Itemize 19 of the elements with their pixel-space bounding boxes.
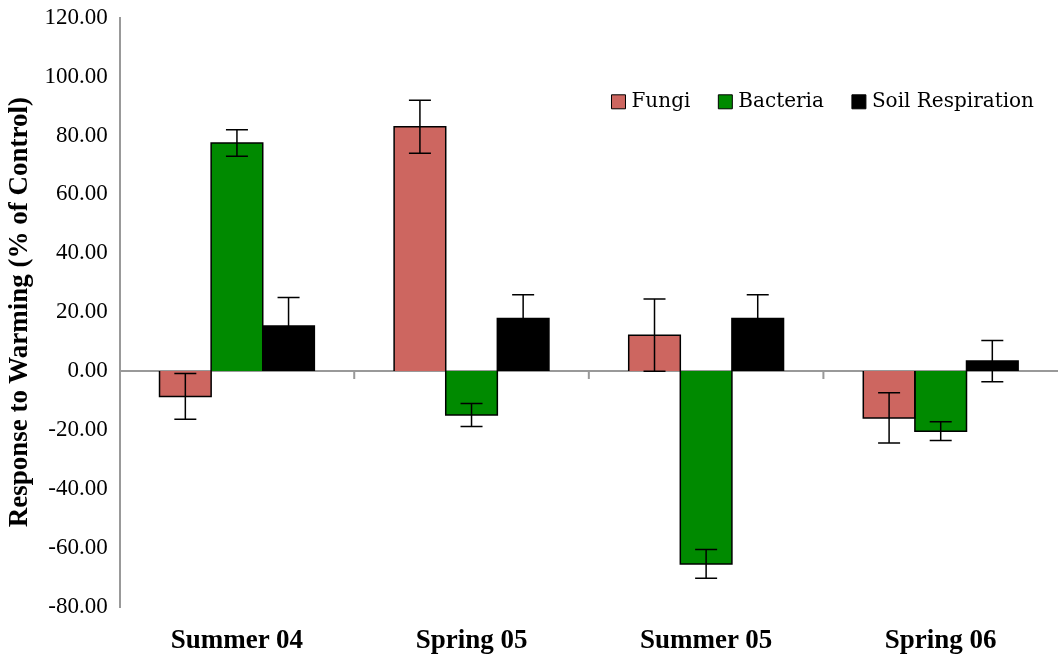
y-tick-label: 60.00 <box>55 180 108 206</box>
y-tick-label: -40.00 <box>48 474 108 500</box>
x-tick-label: Summer 05 <box>639 623 773 654</box>
x-tick-label: Summer 04 <box>170 623 304 654</box>
y-tick-label: 120.00 <box>44 3 108 29</box>
y-tick-label: -80.00 <box>48 592 108 618</box>
y-tick-label: 40.00 <box>55 239 108 265</box>
y-tick-label: -20.00 <box>48 416 108 442</box>
y-tick-label: 0.00 <box>67 357 108 383</box>
legend-label: Bacteria <box>738 88 824 112</box>
y-tick-label: 100.00 <box>44 62 108 88</box>
legend-label: Fungi <box>631 88 691 112</box>
legend-label: Soil Respiration <box>871 88 1035 112</box>
x-tick-label: Spring 05 <box>415 623 528 654</box>
y-tick-label: -60.00 <box>48 533 108 559</box>
y-tick-label: 80.00 <box>55 121 108 147</box>
y-axis-title: Response to Warming (% of Control) <box>3 97 34 528</box>
x-tick-label: Spring 06 <box>884 623 997 654</box>
y-tick-label: 20.00 <box>55 298 108 324</box>
